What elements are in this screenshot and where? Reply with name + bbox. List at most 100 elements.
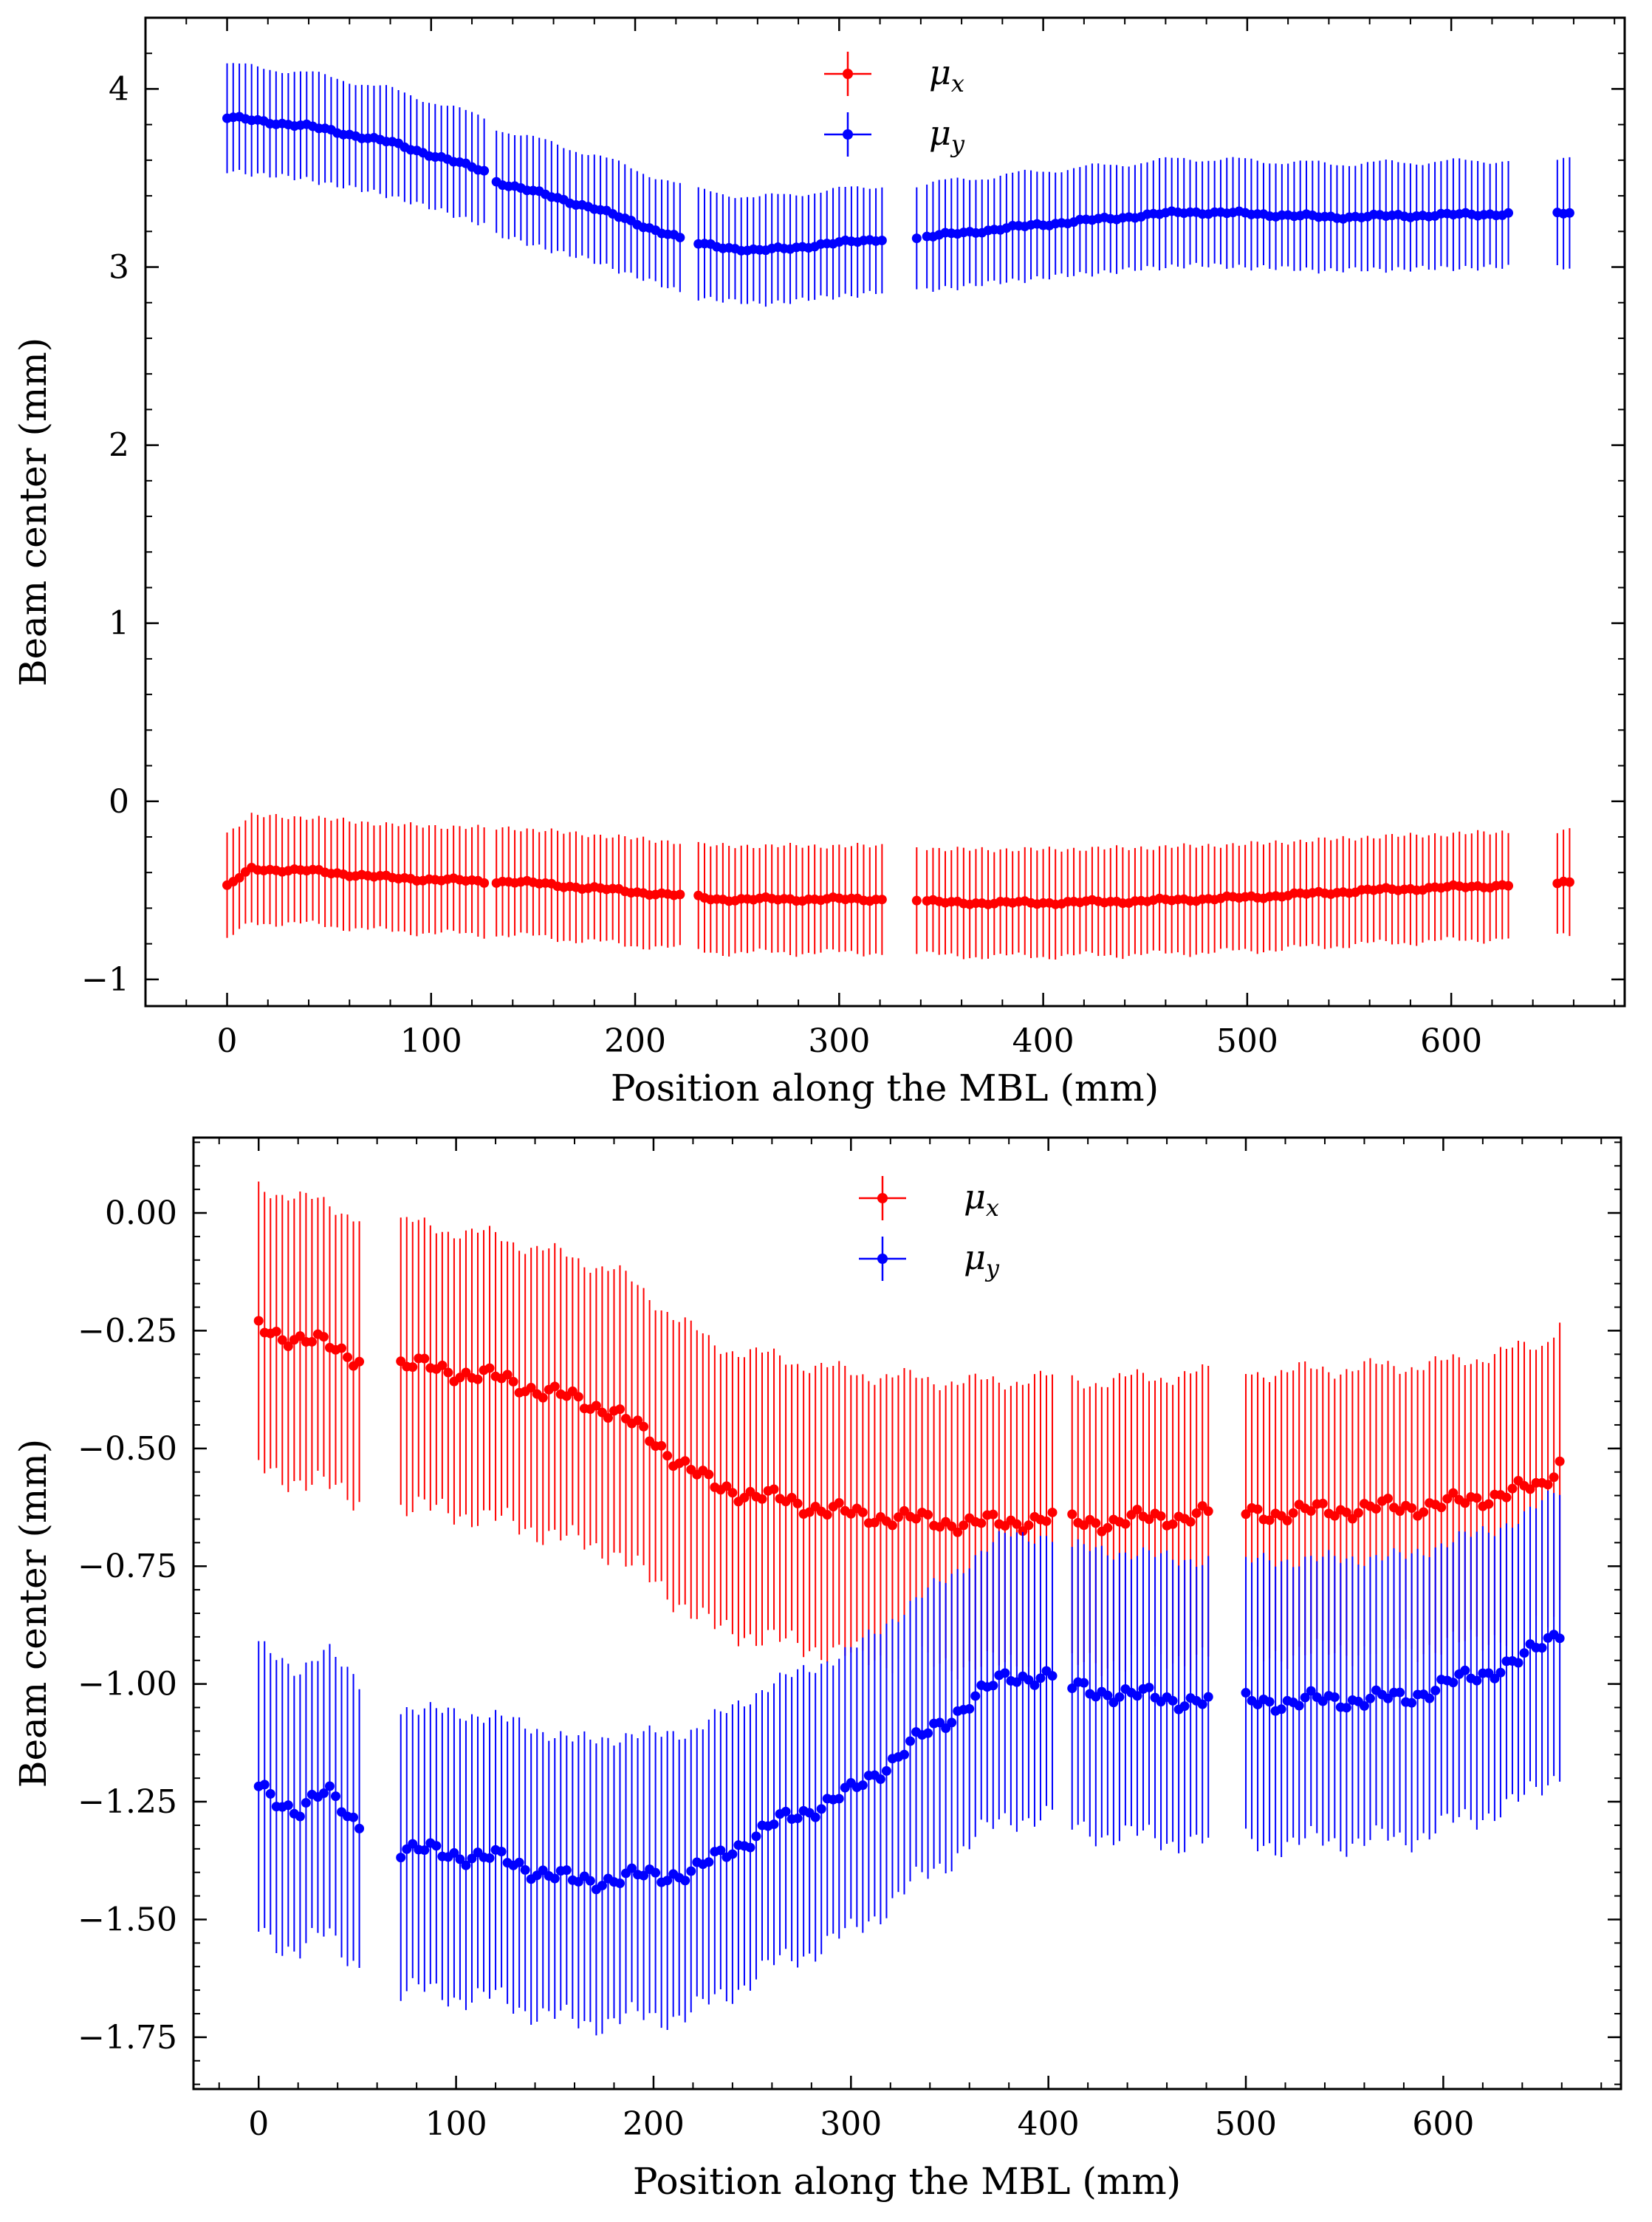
data-point bbox=[573, 1392, 583, 1402]
x-axis: 0 100 200 300 400 500 600 bbox=[218, 1138, 1603, 2143]
data-point bbox=[1317, 1498, 1328, 1508]
data-point bbox=[330, 1791, 340, 1802]
data-point bbox=[727, 1849, 738, 1859]
data-point bbox=[443, 1367, 453, 1378]
data-point bbox=[614, 1404, 625, 1415]
data-point bbox=[905, 1736, 916, 1746]
data-point bbox=[318, 1788, 329, 1799]
data-point bbox=[953, 1527, 963, 1537]
data-point bbox=[354, 1356, 365, 1367]
data-point bbox=[295, 1331, 305, 1341]
data-point bbox=[1407, 1503, 1417, 1513]
data-point bbox=[1555, 1633, 1565, 1644]
data-point bbox=[1306, 1686, 1316, 1696]
data-point bbox=[473, 1374, 483, 1384]
data-point bbox=[970, 1691, 981, 1701]
data-point bbox=[639, 1421, 649, 1432]
data-point bbox=[1537, 1643, 1547, 1653]
data-point bbox=[306, 1336, 317, 1347]
data-point bbox=[869, 1517, 880, 1528]
data-point bbox=[437, 1360, 448, 1370]
x-tick-label: 600 bbox=[1412, 2105, 1474, 2143]
data-point bbox=[277, 1335, 287, 1345]
data-point bbox=[1525, 1484, 1535, 1494]
data-point bbox=[603, 1413, 613, 1423]
data-point bbox=[1365, 1693, 1375, 1703]
data-point bbox=[396, 1853, 406, 1863]
data-point bbox=[508, 1376, 518, 1387]
data-point bbox=[1555, 1456, 1565, 1466]
x-axis-title: Position along the MBL (mm) bbox=[633, 2160, 1181, 2203]
data-point bbox=[467, 1853, 477, 1864]
data-point bbox=[585, 1876, 595, 1886]
data-point bbox=[959, 1520, 969, 1531]
y-tick-label: −1.75 bbox=[78, 2019, 177, 2057]
y-axis-title: Beam center (mm) bbox=[12, 338, 55, 687]
data-point bbox=[657, 1440, 667, 1451]
data-point bbox=[259, 1780, 270, 1790]
data-point bbox=[911, 233, 922, 244]
y-tick-label: 3 bbox=[109, 249, 129, 287]
data-point bbox=[639, 1870, 649, 1881]
data-point bbox=[751, 1831, 761, 1842]
data-point bbox=[1472, 1675, 1482, 1686]
data-point bbox=[1564, 877, 1574, 887]
data-point bbox=[1241, 1688, 1251, 1698]
data-point bbox=[1252, 1504, 1263, 1514]
data-point bbox=[792, 1814, 803, 1824]
data-point bbox=[627, 1863, 637, 1873]
data-point bbox=[1448, 1678, 1459, 1688]
data-point bbox=[1024, 1520, 1034, 1531]
data-point bbox=[514, 1857, 524, 1867]
y-tick-label: 4 bbox=[109, 70, 129, 108]
data-point bbox=[614, 1879, 625, 1889]
data-point bbox=[1472, 1493, 1482, 1503]
data-point bbox=[538, 1392, 548, 1403]
data-point bbox=[964, 1703, 975, 1714]
data-point bbox=[857, 1780, 868, 1791]
y-tick-label: 0 bbox=[109, 783, 129, 821]
data-point bbox=[1294, 1700, 1304, 1711]
y-tick-label: 0.00 bbox=[105, 1194, 177, 1232]
series-mu-y bbox=[253, 1490, 1565, 2036]
legend-entry-mu-y: μy bbox=[824, 112, 965, 158]
data-point bbox=[1264, 1515, 1275, 1525]
data-point bbox=[419, 1845, 430, 1856]
data-point bbox=[1306, 1506, 1316, 1517]
data-point bbox=[343, 1352, 353, 1362]
data-point bbox=[675, 889, 685, 900]
data-point bbox=[1041, 1516, 1052, 1526]
legend-entry-mu-x: μx bbox=[824, 52, 964, 98]
x-axis-title: Position along the MBL (mm) bbox=[611, 1067, 1159, 1110]
x-tick-label: 200 bbox=[604, 1022, 666, 1060]
data-point bbox=[662, 1451, 673, 1461]
data-point bbox=[234, 872, 244, 883]
data-point bbox=[834, 1794, 844, 1804]
data-point bbox=[923, 1728, 933, 1738]
legend-entry-mu-y: μy bbox=[859, 1237, 1000, 1282]
data-point bbox=[1519, 1648, 1529, 1658]
y-axis-title: Beam center (mm) bbox=[12, 1439, 55, 1788]
data-point bbox=[1012, 1519, 1022, 1529]
data-point bbox=[354, 1823, 365, 1833]
data-point bbox=[633, 1415, 643, 1426]
data-point bbox=[408, 1839, 418, 1849]
x-tick-label: 300 bbox=[820, 2105, 882, 2143]
data-point bbox=[1079, 1678, 1089, 1688]
data-point bbox=[834, 1498, 844, 1508]
data-point bbox=[1264, 1697, 1275, 1707]
data-point bbox=[526, 1382, 536, 1392]
data-point bbox=[1460, 1498, 1470, 1508]
data-point bbox=[1203, 1506, 1213, 1517]
data-point bbox=[265, 1788, 275, 1799]
data-point bbox=[947, 1521, 957, 1531]
y-axis: 0.00 −0.25 −0.50 −0.75 −1.00 −1.25 −1.50 −1.75 bbox=[78, 1141, 1621, 2085]
data-point bbox=[1091, 1518, 1101, 1528]
data-point bbox=[899, 1749, 909, 1760]
data-point bbox=[1197, 1699, 1207, 1709]
data-point bbox=[704, 1857, 714, 1867]
data-point bbox=[1241, 1509, 1251, 1519]
legend-label: μy bbox=[929, 113, 965, 158]
data-point bbox=[1504, 208, 1514, 218]
data-point bbox=[295, 1811, 305, 1822]
